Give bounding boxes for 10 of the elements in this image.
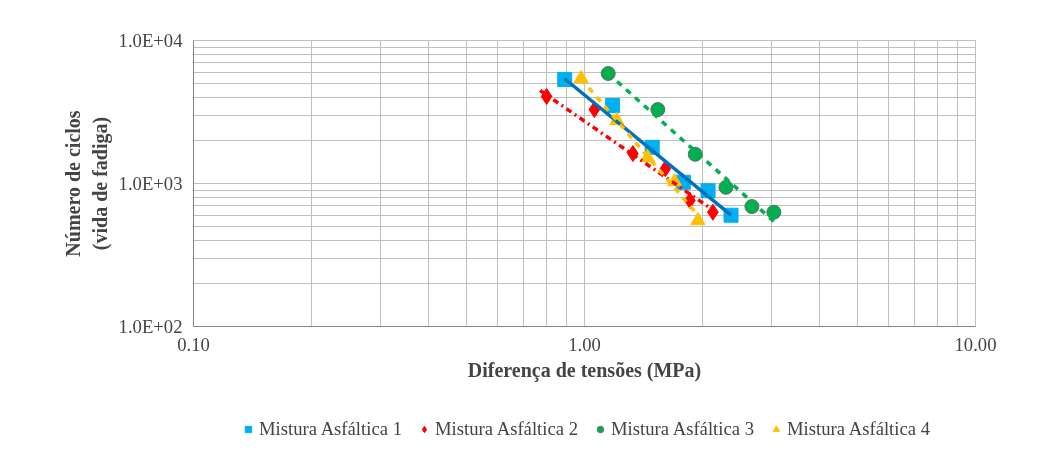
x-axis-title: Diferença de tensões (MPa) bbox=[467, 358, 702, 382]
legend-label: Mistura Asfáltica 3 bbox=[611, 418, 755, 440]
x-tick-label: 1.00 bbox=[568, 333, 601, 355]
legend-label: Mistura Asfáltica 1 bbox=[258, 418, 402, 440]
y-tick-label: 1.0E+04 bbox=[118, 30, 184, 51]
y-tick-label: 1.0E+03 bbox=[118, 173, 183, 194]
legend-label: Mistura Asfáltica 2 bbox=[434, 418, 578, 440]
legend-label: Mistura Asfáltica 4 bbox=[787, 418, 931, 440]
x-tick-label: 10.00 bbox=[954, 333, 997, 355]
y-axis-title: Número de ciclos (vida de fadiga) bbox=[62, 110, 112, 257]
